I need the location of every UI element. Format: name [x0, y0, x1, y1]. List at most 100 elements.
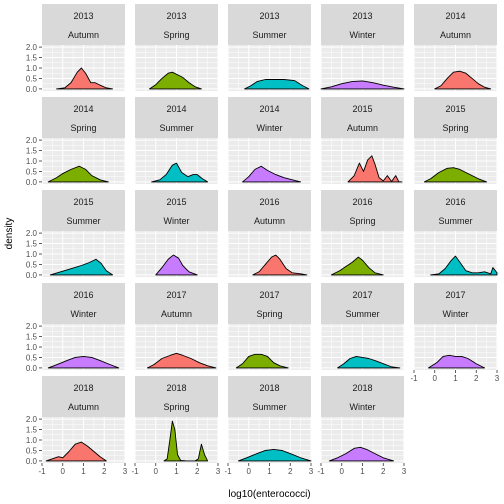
facet-year-label: 2018: [352, 383, 372, 393]
facet-season-label: Spring: [349, 216, 375, 226]
y-axis-title: density: [4, 218, 15, 250]
facet-season-label: Winter: [349, 402, 375, 412]
facet-strip: [42, 376, 125, 417]
y-tick-label: 1.0: [26, 157, 38, 166]
panels-layer: 2013Autumn0.00.51.01.52.02013Spring2013S…: [26, 4, 498, 466]
facet-season-label: Autumn: [68, 402, 99, 412]
density-area-spring: [235, 353, 289, 369]
facet-strip: [135, 4, 218, 45]
facet-year-label: 2017: [259, 290, 279, 300]
facet-season-label: Autumn: [254, 216, 285, 226]
facet-year-label: 2018: [73, 383, 93, 393]
facet-strip: [321, 190, 404, 231]
density-area-spring: [47, 165, 109, 183]
density-area-autumn: [347, 155, 403, 183]
facet-year-label: 2013: [352, 11, 372, 21]
x-tick-label: 1: [360, 467, 365, 476]
facet-panel: 2013 Winter: [320, 4, 405, 91]
facet-strip: [135, 283, 218, 324]
facet-year-label: 2015: [445, 104, 465, 114]
facet-year-label: 2018: [259, 383, 279, 393]
density-area-summer: [244, 79, 310, 90]
facet-strip: [135, 97, 218, 138]
facet-season-label: Winter: [163, 216, 189, 226]
facet-season-label: Autumn: [161, 309, 192, 319]
density-area-summer: [237, 448, 312, 462]
facet-panel: 2015 Winter: [134, 190, 219, 277]
y-tick-label: 0.5: [26, 74, 38, 83]
y-tick-label: 1.5: [26, 147, 38, 156]
facet-season-label: Autumn: [347, 123, 378, 133]
facet-panel: 2015 Spring: [413, 97, 498, 184]
facet-strip: [414, 190, 497, 231]
facet-strip: [321, 376, 404, 417]
x-tick-label: 3: [495, 374, 500, 383]
facet-strip: [414, 283, 497, 324]
x-axis: -1 0 1 2 3: [38, 463, 128, 476]
y-tick-label: 1.0: [26, 436, 38, 445]
facet-season-label: Winter: [256, 123, 282, 133]
facet-season-label: Summer: [438, 216, 472, 226]
density-area-winter: [428, 354, 485, 369]
density-area-spring: [423, 167, 488, 183]
y-tick-label: 2.0: [26, 136, 38, 145]
facet-panel: 2014 Spring 0.0 0.51.01.5 2.0: [26, 97, 126, 187]
facet-year-label: 2013: [259, 11, 279, 21]
facet-strip: [42, 190, 125, 231]
facet-year-label: 2015: [166, 197, 186, 207]
facet-panel: 2018 Spring: [134, 376, 219, 463]
density-area-winter: [242, 165, 302, 183]
x-tick-label: -1: [410, 374, 418, 383]
x-tick-label: 1: [267, 467, 272, 476]
facet-season-label: Spring: [70, 123, 96, 133]
facet-panel: 2013 Autumn 0.0 0.51.01.5 2.0: [26, 4, 126, 94]
x-axis: -1 0 1 2 3: [317, 463, 407, 476]
y-tick-label: 2.0: [26, 229, 38, 238]
facet-season-label: Summer: [159, 123, 193, 133]
facet-season-label: Winter: [70, 309, 96, 319]
y-tick-label: 0.0: [26, 178, 38, 187]
y-tick-label: 0.0: [26, 457, 38, 466]
facet-year-label: 2013: [73, 11, 93, 21]
facet-season-label: Spring: [163, 30, 189, 40]
facet-strip: [228, 190, 311, 231]
y-tick-label: 0.0: [26, 85, 38, 94]
x-tick-label: -1: [317, 467, 325, 476]
density-area-spring: [163, 420, 209, 462]
facet-strip: [228, 376, 311, 417]
y-tick-label: 0.0: [26, 364, 38, 373]
x-tick-label: 1: [174, 467, 179, 476]
facet-strip: [42, 97, 125, 138]
density-area-autumn: [45, 441, 107, 462]
x-tick-label: 2: [195, 467, 200, 476]
x-axes-layer: -1 0 1 2 3 -1 0 1 2 3 -1 0 1 2 3 -1 0 1 2 3-1 0 1 2 3: [38, 370, 500, 476]
facet-year-label: 2015: [73, 197, 93, 207]
facet-strip: [228, 4, 311, 45]
facet-panel: 2017 Winter: [413, 283, 498, 370]
y-tick-label: 2.0: [26, 43, 38, 52]
y-tick-label: 1.5: [26, 54, 38, 63]
x-tick-label: 1: [453, 374, 458, 383]
facet-strip: [321, 283, 404, 324]
facet-year-label: 2017: [445, 290, 465, 300]
facet-panel: 2016 Summer: [413, 190, 498, 277]
x-tick-label: 2: [102, 467, 107, 476]
x-tick-label: 0: [154, 467, 159, 476]
density-area-autumn: [56, 67, 113, 90]
x-tick-label: 0: [433, 374, 438, 383]
facet-season-label: Summer: [252, 402, 286, 412]
facet-strip: [321, 4, 404, 45]
x-axis-title: log10(enterococci): [228, 489, 310, 500]
density-area-spring: [330, 256, 384, 276]
density-area-autumn: [252, 254, 308, 276]
x-axis: -1 0 1 2 3: [410, 370, 500, 383]
y-tick-label: 2.0: [26, 322, 38, 331]
x-axis: -1 0 1 2 3: [131, 463, 221, 476]
x-tick-label: 2: [381, 467, 386, 476]
facet-strip: [42, 283, 125, 324]
facet-panel: 2015 Autumn: [320, 97, 405, 184]
facet-panel: 2018 Summer: [227, 376, 312, 463]
x-axis: -1 0 1 2 3: [224, 463, 314, 476]
facet-panel: 2014 Winter: [227, 97, 312, 184]
density-area-winter: [155, 254, 198, 276]
